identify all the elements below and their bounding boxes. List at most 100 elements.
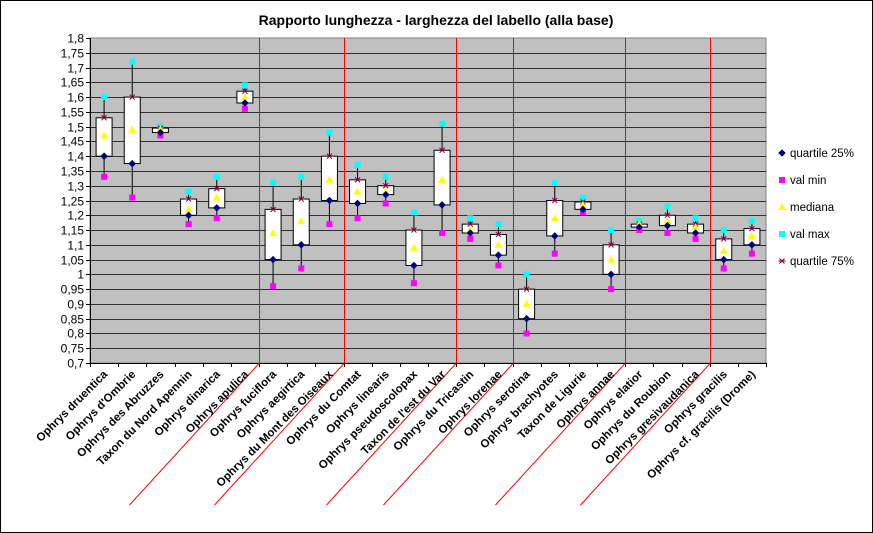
star-stroke: [270, 206, 276, 213]
box-group: [292, 173, 310, 272]
val-min-marker: [495, 262, 502, 269]
quartile-25-marker: [269, 255, 277, 264]
plot-background: [89, 37, 767, 364]
quartile-75-marker: [184, 196, 193, 202]
star-stroke: [326, 153, 333, 160]
val-max-marker: [410, 209, 417, 216]
quartile-75-marker: [748, 225, 756, 232]
star-stroke: [523, 286, 530, 293]
quartile-25-marker: [579, 205, 587, 214]
y-tick-label: 0,85: [61, 313, 85, 327]
quartile-25-marker: [607, 270, 615, 279]
legend-entry: quartile 25%: [790, 148, 854, 160]
star-stroke: [411, 227, 417, 233]
group-separator-diagonal: [129, 362, 260, 506]
quartile-25-marker: [353, 199, 362, 208]
legend-entry: mediana: [790, 202, 835, 214]
y-tick-label: 1,7: [67, 62, 84, 76]
group-separator-diagonal: [495, 362, 626, 506]
star-stroke: [439, 147, 445, 154]
legend-marker: [779, 231, 785, 237]
group-separator-diagonal: [580, 362, 711, 506]
legend-entry: quartile 75%: [790, 256, 854, 268]
box-group: [687, 215, 705, 242]
quartile-75-marker: [241, 88, 249, 95]
quartile-25-marker: [241, 99, 249, 107]
box-group: [433, 120, 451, 236]
quartile-25-marker: [466, 229, 475, 237]
quartile-25-marker: [748, 240, 756, 249]
val-max-marker: [326, 129, 333, 136]
quartile-25-marker: [410, 261, 418, 270]
median-marker: [550, 214, 559, 222]
y-tick-label: 1,05: [61, 254, 85, 268]
quartile-75-marker: [663, 212, 672, 219]
val-max-marker: [270, 179, 277, 186]
y-tick-label: 1,75: [61, 47, 85, 61]
median-marker: [240, 93, 249, 101]
val-min-marker: [298, 265, 305, 272]
median-marker: [128, 125, 137, 133]
box-group: [123, 58, 141, 201]
box-group: [320, 129, 338, 228]
val-max-marker: [495, 221, 502, 228]
plot-area: 0,70,750,80,850,90,9511,051,11,151,21,25…: [34, 32, 767, 506]
quartile-25-marker: [156, 128, 165, 137]
val-min-marker: [270, 283, 277, 290]
median-marker: [607, 255, 616, 263]
star-stroke: [608, 241, 614, 248]
quartile-25-marker: [100, 152, 108, 161]
y-tick-label: 1,4: [67, 150, 84, 164]
legend-marker: [778, 258, 786, 264]
quartile-75-marker: [325, 153, 334, 160]
star-stroke: [213, 185, 220, 192]
quartile-75-marker: [213, 185, 221, 192]
y-tick-label: 1,1: [67, 239, 84, 253]
group-separator-diagonal: [326, 362, 457, 506]
y-tick-label: 1,65: [61, 76, 85, 90]
val-max-marker: [185, 188, 192, 195]
y-tick-label: 1,2: [67, 209, 84, 223]
quartile-75-marker: [607, 241, 615, 248]
box-group: [602, 227, 620, 293]
star-stroke: [779, 258, 785, 264]
quartile-25-marker: [635, 223, 644, 231]
median-marker: [353, 187, 362, 195]
quartile-75-marker: [353, 176, 362, 183]
box-group: [574, 194, 592, 216]
box-group: [208, 173, 226, 222]
quartile-75-marker: [466, 221, 474, 228]
box-group: [180, 188, 198, 228]
box-group: [264, 179, 282, 290]
y-tick-label: 1,55: [61, 106, 85, 120]
quartile-75-marker: [128, 94, 136, 100]
y-tick-label: 1,6: [67, 91, 84, 105]
star-stroke: [185, 196, 192, 202]
legend: quartile 25% val min mediana val max quartil…: [778, 148, 854, 268]
quartile-75-marker: [410, 227, 418, 233]
median-marker: [269, 229, 278, 236]
star-stroke: [495, 231, 502, 238]
val-min-marker: [129, 194, 136, 201]
legend-marker: [778, 149, 786, 157]
quartile-25-marker: [212, 204, 221, 212]
quartile-75-marker: [551, 197, 559, 204]
quartile-75-marker: [438, 147, 446, 154]
quartile-25-marker: [550, 232, 559, 240]
median-marker: [409, 243, 418, 251]
val-max-marker: [579, 194, 586, 201]
val-min-marker: [382, 200, 389, 207]
median-marker: [438, 175, 447, 183]
box-group: [743, 218, 761, 257]
y-tick-label: 1,25: [61, 195, 85, 209]
val-min-marker: [410, 280, 417, 287]
val-max-marker: [129, 58, 136, 65]
y-tick-label: 1,5: [67, 121, 84, 135]
val-max-marker: [523, 271, 530, 278]
quartile-25-marker: [522, 314, 531, 323]
star-stroke: [382, 182, 389, 189]
val-max-marker: [720, 227, 727, 234]
y-tick-label: 1: [77, 268, 84, 282]
box-group: [405, 209, 423, 287]
group-separator-diagonal: [214, 362, 345, 506]
